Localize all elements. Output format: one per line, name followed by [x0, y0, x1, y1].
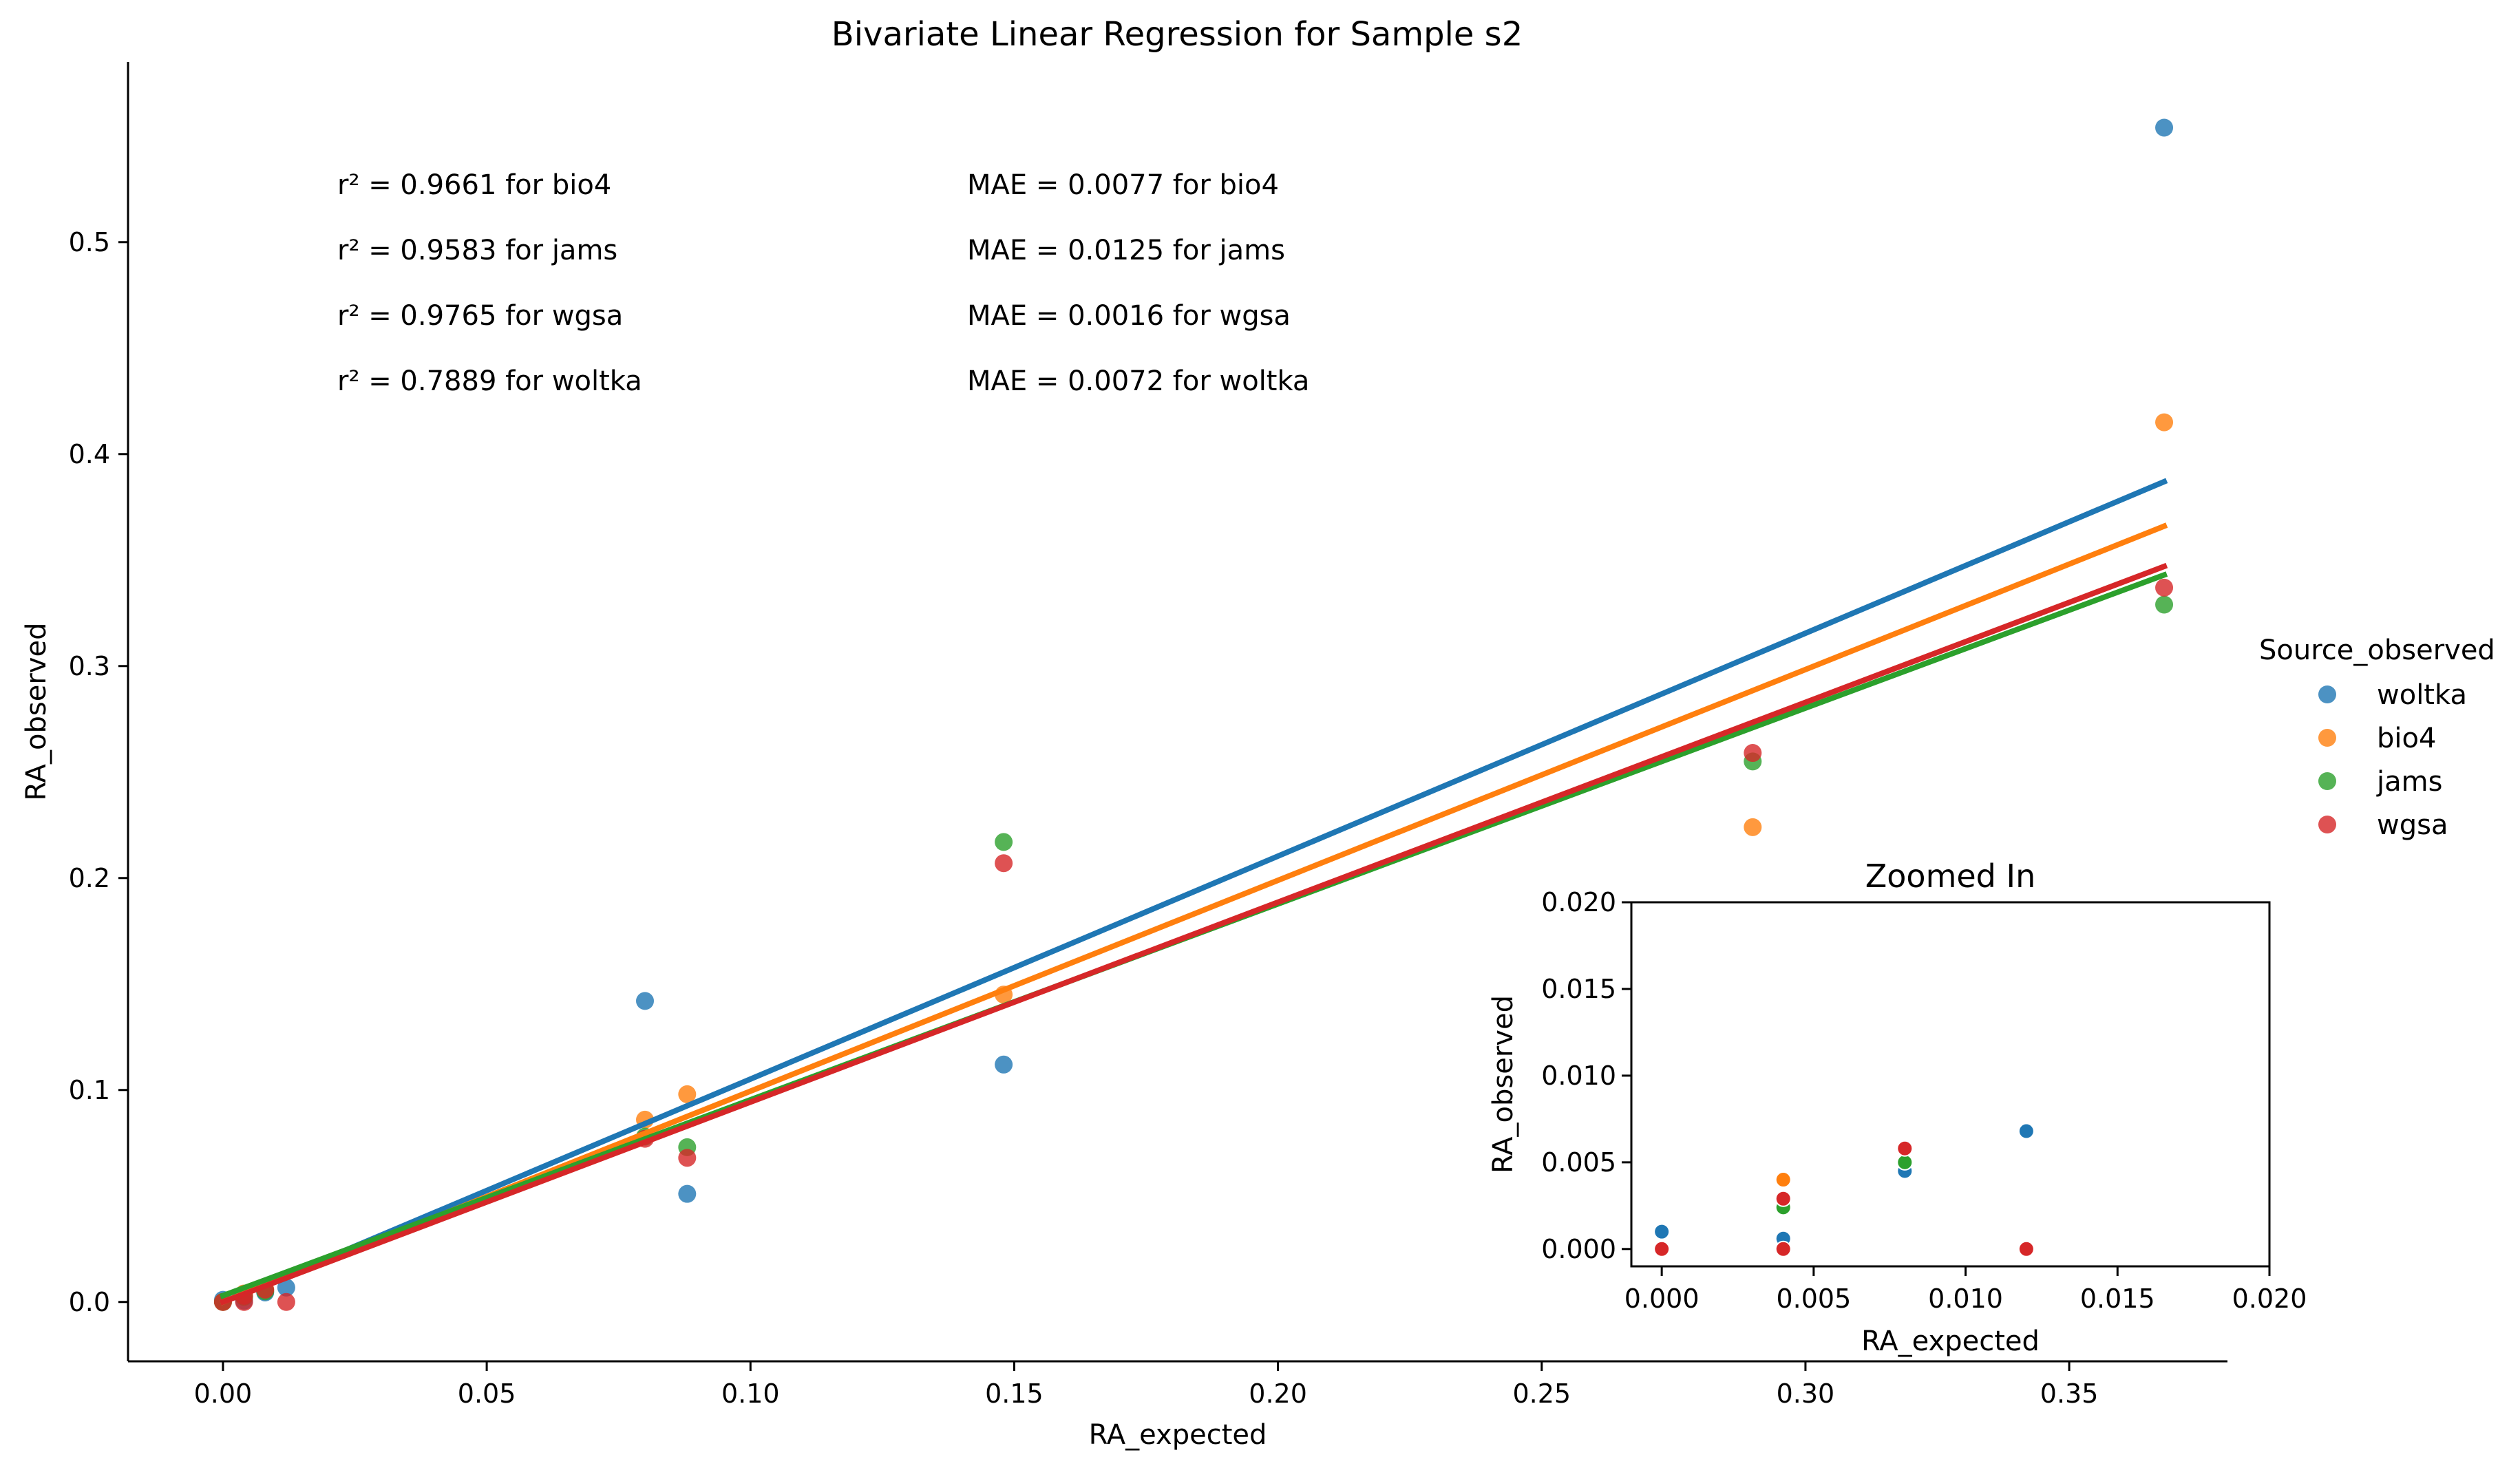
data-point-wgsa	[2155, 578, 2174, 597]
inset-data-point-wgsa	[1896, 1140, 1914, 1157]
y-tick-label: 0.3	[69, 651, 110, 681]
inset-data-point-wgsa	[1775, 1190, 1792, 1207]
data-point-wgsa	[995, 854, 1013, 873]
data-point-jams	[2155, 595, 2174, 614]
data-point-jams	[995, 833, 1013, 851]
mae-annotation: MAE = 0.0077 for bio4	[967, 169, 1279, 201]
inset-x-tick-label: 0.015	[2080, 1284, 2155, 1314]
data-point-wgsa	[277, 1293, 295, 1311]
inset-y-tick-label: 0.020	[1541, 887, 1616, 917]
data-point-bio4	[2155, 413, 2174, 432]
y-tick-label: 0.0	[69, 1287, 110, 1317]
inset-data-point-woltka	[1653, 1223, 1671, 1240]
legend-label-woltka: woltka	[2377, 679, 2467, 711]
legend-marker-jams	[2318, 772, 2336, 790]
inset-y-tick-label: 0.000	[1541, 1234, 1616, 1264]
inset-data-point-wgsa	[2018, 1240, 2035, 1257]
y-tick-label: 0.2	[69, 863, 110, 893]
legend-label-wgsa: wgsa	[2377, 809, 2448, 841]
data-point-woltka	[678, 1184, 697, 1203]
inset-data-point-wgsa	[1775, 1240, 1792, 1257]
zoomed-inset-plot: Zoomed In 0.000 0.005 0.010 0.015 0.020 0.000 0…	[1487, 858, 2307, 1357]
x-tick-label: 0.25	[1512, 1379, 1571, 1409]
legend-marker-bio4	[2318, 729, 2336, 747]
x-tick-label: 0.35	[2040, 1379, 2099, 1409]
x-tick-label: 0.15	[985, 1379, 1044, 1409]
y-axis-label: RA_observed	[21, 623, 52, 801]
inset-y-tick-label: 0.005	[1541, 1147, 1616, 1178]
x-tick-label: 0.20	[1249, 1379, 1307, 1409]
inset-y-tick-label: 0.015	[1541, 974, 1616, 1004]
inset-data-point-bio4	[1775, 1171, 1792, 1189]
data-point-woltka	[2155, 118, 2174, 137]
inset-x-axis-label: RA_expected	[1861, 1326, 2040, 1357]
inset-x-tick-label: 0.000	[1624, 1284, 1700, 1314]
legend-marker-woltka	[2318, 685, 2336, 703]
data-point-wgsa	[1744, 744, 1762, 763]
x-tick-label: 0.10	[721, 1379, 780, 1409]
mae-annotation: MAE = 0.0072 for woltka	[967, 365, 1309, 397]
x-tick-label: 0.00	[194, 1379, 253, 1409]
legend-marker-wgsa	[2318, 816, 2336, 833]
inset-x-tick-label: 0.010	[1928, 1284, 2003, 1314]
chart-title: Bivariate Linear Regression for Sample s…	[832, 15, 1523, 54]
regression-line-woltka	[219, 478, 2168, 1306]
x-axis-label: RA_expected	[1089, 1419, 1267, 1451]
inset-title: Zoomed In	[1865, 858, 2035, 895]
data-point-woltka	[277, 1278, 295, 1297]
mae-annotation: MAE = 0.0125 for jams	[967, 235, 1285, 266]
inset-x-tick-label: 0.005	[1776, 1284, 1851, 1314]
y-tick-label: 0.5	[69, 227, 110, 257]
x-tick-label: 0.05	[458, 1379, 516, 1409]
inset-data-point-woltka	[2018, 1123, 2035, 1140]
data-point-bio4	[678, 1085, 697, 1103]
x-tick-label: 0.30	[1777, 1379, 1835, 1409]
inset-data-point-wgsa	[1653, 1240, 1671, 1257]
inset-data-point-jams	[1896, 1153, 1914, 1171]
r2-annotation: r² = 0.9765 for wgsa	[337, 300, 623, 332]
y-tick-label: 0.4	[69, 439, 110, 469]
inset-frame	[1630, 901, 2271, 1268]
inset-x-tick-label: 0.020	[2232, 1284, 2307, 1314]
r2-annotation: r² = 0.9583 for jams	[337, 235, 617, 266]
r2-annotation: r² = 0.9661 for bio4	[337, 169, 611, 201]
data-point-woltka	[636, 992, 655, 1010]
data-point-woltka	[995, 1055, 1013, 1074]
main-plot: Bivariate Linear Regression for Sample s…	[21, 15, 2227, 1451]
data-point-bio4	[1744, 818, 1762, 836]
data-point-wgsa	[678, 1149, 697, 1167]
legend-label-jams: jams	[2376, 766, 2442, 798]
y-tick-label: 0.1	[69, 1075, 110, 1105]
inset-y-tick-label: 0.010	[1541, 1061, 1616, 1091]
r2-annotation: r² = 0.7889 for woltka	[337, 365, 642, 397]
legend-title: Source_observed	[2259, 635, 2495, 666]
regression-line-wgsa	[219, 562, 2168, 1306]
inset-y-axis-label: RA_observed	[1487, 995, 1519, 1173]
legend-label-bio4: bio4	[2377, 723, 2436, 754]
mae-annotation: MAE = 0.0016 for wgsa	[967, 300, 1291, 332]
